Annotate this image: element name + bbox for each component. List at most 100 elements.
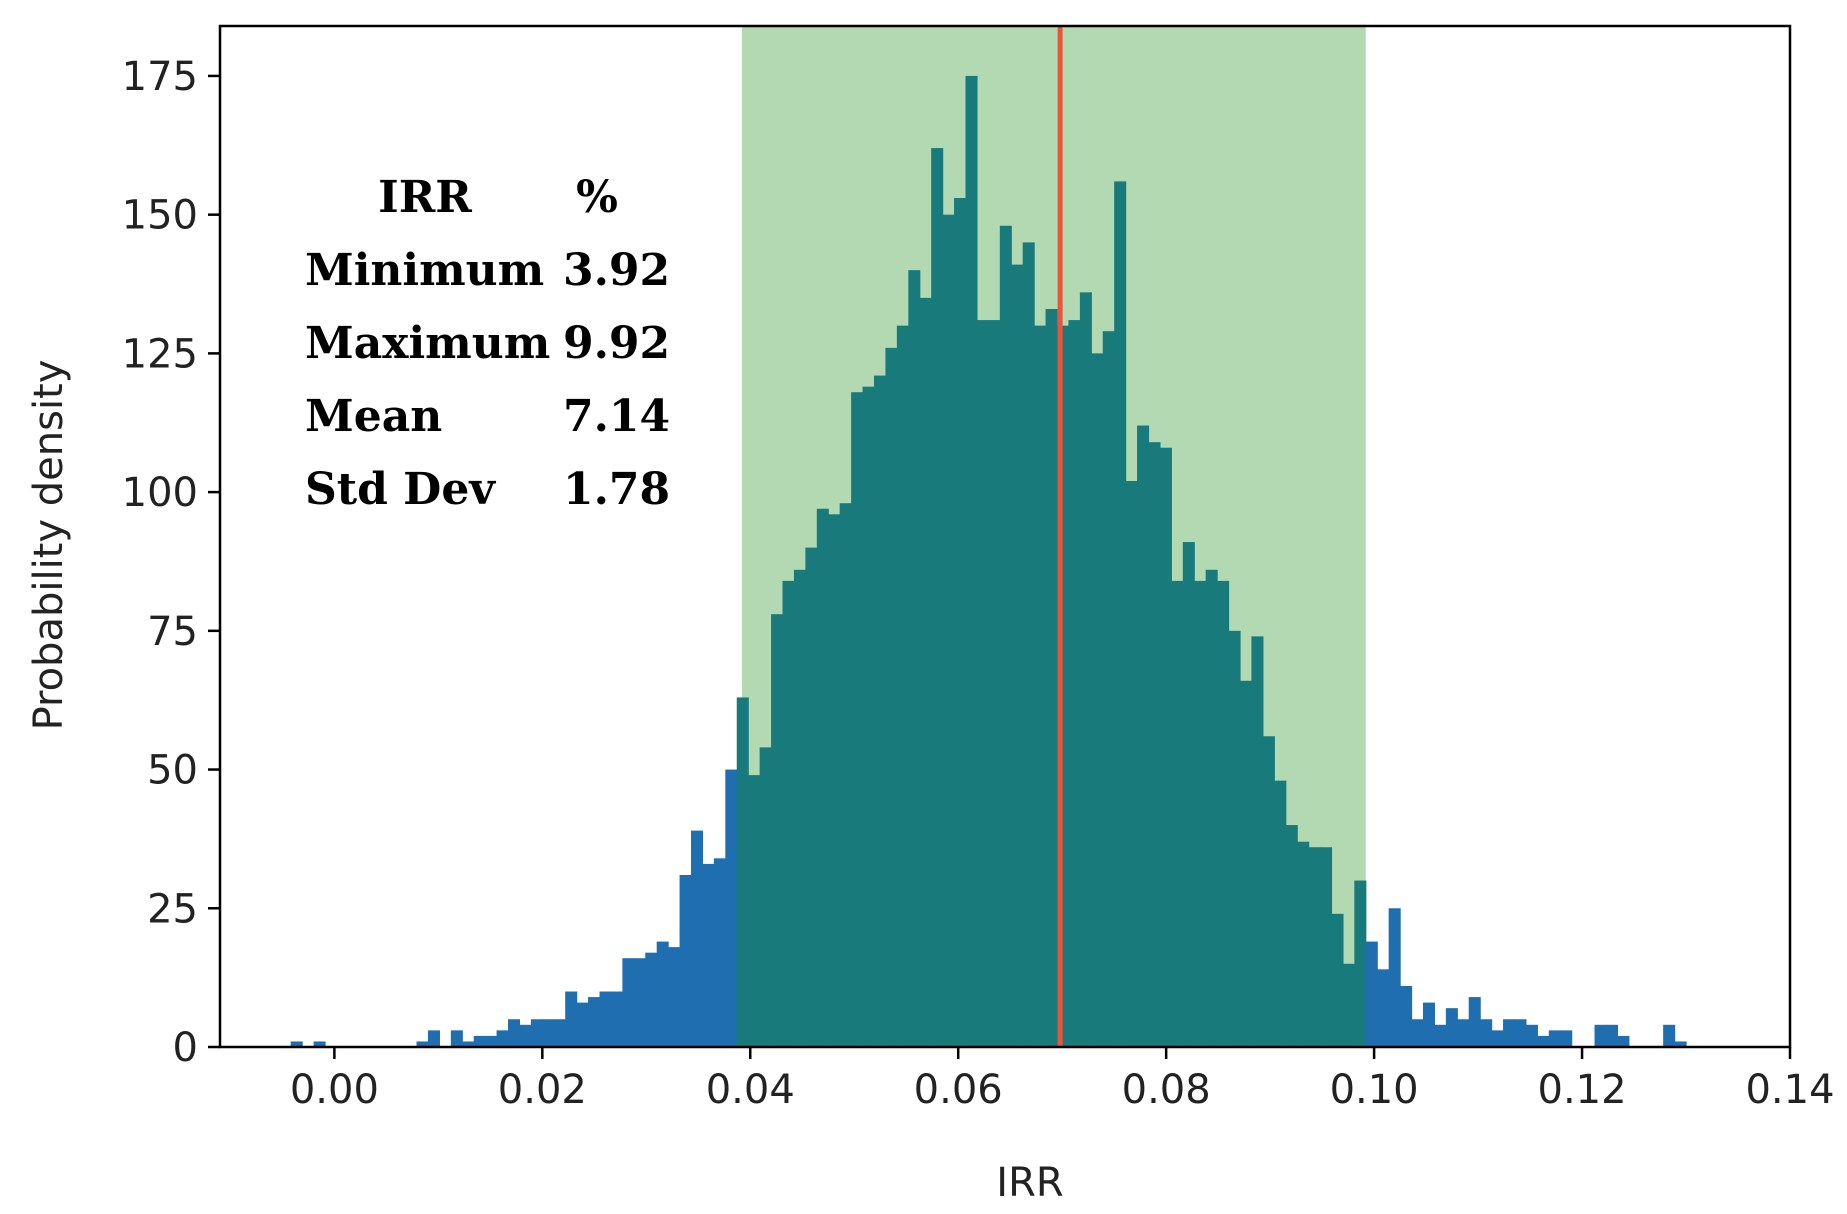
histogram-bar bbox=[748, 775, 761, 1047]
histogram-bar bbox=[1365, 941, 1378, 1047]
histogram-bar bbox=[1274, 780, 1287, 1047]
histogram-bar bbox=[599, 991, 612, 1047]
histogram-bar bbox=[1239, 680, 1253, 1047]
histogram-bar bbox=[839, 503, 852, 1047]
stats-label-minimum: Minimum bbox=[305, 245, 544, 296]
y-tick-label: 125 bbox=[122, 331, 198, 377]
stats-label-maximum: Maximum bbox=[305, 318, 550, 369]
histogram-bar bbox=[919, 297, 932, 1047]
histogram-bar bbox=[1491, 1030, 1504, 1047]
histogram-bar bbox=[908, 270, 921, 1047]
histogram-bar bbox=[588, 997, 601, 1047]
histogram-bar bbox=[1560, 1030, 1573, 1047]
histogram-bar bbox=[485, 1035, 498, 1047]
histogram-bar bbox=[1445, 1008, 1458, 1047]
histogram-bar bbox=[622, 958, 635, 1047]
histogram-bar bbox=[1503, 1019, 1516, 1047]
histogram-bar bbox=[1422, 1002, 1436, 1047]
x-axis-label: IRR bbox=[996, 1160, 1063, 1206]
histogram-bar bbox=[759, 747, 772, 1047]
histogram-bar bbox=[416, 1041, 429, 1047]
stats-table: IRR % Minimum 3.92 Maximum 9.92 Mean 7.1… bbox=[305, 172, 670, 515]
histogram-bar bbox=[1400, 985, 1413, 1047]
histogram-bar bbox=[1537, 1035, 1550, 1047]
histogram-bar bbox=[565, 991, 578, 1047]
histogram-bar bbox=[1091, 353, 1104, 1047]
x-tick-label: 0.02 bbox=[498, 1067, 587, 1113]
stats-label-std-dev: Std Dev bbox=[305, 464, 496, 515]
plot-frame bbox=[218, 24, 1792, 1049]
histogram-bar bbox=[736, 697, 749, 1047]
histogram-bar bbox=[1045, 308, 1058, 1047]
histogram-bar bbox=[542, 1019, 555, 1047]
histogram-bar bbox=[1548, 1030, 1561, 1047]
y-tick-label: 0 bbox=[173, 1025, 198, 1071]
histogram-bar bbox=[1285, 825, 1298, 1047]
histogram-bar bbox=[965, 75, 978, 1048]
y-tick-label: 150 bbox=[122, 193, 198, 239]
histogram-bar bbox=[771, 614, 784, 1047]
histogram-bar bbox=[691, 830, 704, 1047]
stats-value-mean: 7.14 bbox=[563, 391, 670, 442]
histogram-bar bbox=[290, 1041, 303, 1047]
histogram-bar bbox=[1217, 580, 1230, 1047]
histogram-bar bbox=[828, 514, 841, 1047]
histogram-bar bbox=[519, 1024, 532, 1047]
histogram-bar bbox=[1617, 1035, 1630, 1047]
histogram-bar bbox=[610, 991, 623, 1047]
y-tick-label: 175 bbox=[122, 54, 198, 100]
histogram-bar bbox=[1354, 880, 1367, 1047]
histogram-bar bbox=[896, 325, 909, 1047]
x-tick-label: 0.06 bbox=[914, 1067, 1003, 1113]
histogram-bar bbox=[645, 952, 658, 1047]
histogram-bar bbox=[1674, 1041, 1687, 1047]
histogram-bar bbox=[1388, 908, 1401, 1047]
histogram-bar bbox=[793, 569, 806, 1047]
histogram-bar bbox=[782, 580, 795, 1047]
histogram-bar bbox=[1605, 1024, 1619, 1047]
histogram-bar bbox=[553, 1019, 566, 1047]
histogram-bar bbox=[576, 1002, 589, 1047]
histogram-bar bbox=[679, 874, 692, 1047]
x-tick-label: 0.04 bbox=[706, 1067, 795, 1113]
x-tick-label: 0.08 bbox=[1122, 1067, 1211, 1113]
histogram-bar bbox=[450, 1030, 463, 1047]
histogram-bar bbox=[1034, 325, 1047, 1047]
histogram-bar bbox=[1468, 997, 1481, 1047]
histogram-bar bbox=[1068, 320, 1081, 1047]
histogram-bar bbox=[496, 1030, 509, 1047]
histogram-bar bbox=[1457, 1019, 1470, 1047]
stats-value-maximum: 9.92 bbox=[563, 318, 670, 369]
histogram-bar bbox=[1411, 1019, 1424, 1047]
y-tick-label: 50 bbox=[147, 748, 198, 794]
histogram-bar bbox=[713, 858, 726, 1047]
histogram-bar bbox=[462, 1041, 475, 1047]
histogram-bar bbox=[1594, 1024, 1607, 1047]
histogram-bar bbox=[1022, 242, 1035, 1048]
histogram-bar bbox=[656, 941, 669, 1047]
y-axis-label: Probability density bbox=[26, 360, 72, 731]
y-tick-label: 75 bbox=[147, 609, 198, 655]
histogram-bar bbox=[954, 198, 967, 1048]
histogram-bar bbox=[530, 1019, 543, 1047]
stats-value-minimum: 3.92 bbox=[563, 245, 670, 296]
histogram-bar bbox=[1331, 913, 1344, 1047]
histogram-bar bbox=[1205, 569, 1218, 1047]
histogram-bar bbox=[702, 863, 715, 1047]
histogram-bar bbox=[885, 347, 898, 1048]
x-tick-label: 0.12 bbox=[1538, 1067, 1627, 1113]
histogram-bar bbox=[1137, 425, 1150, 1047]
histogram-bar bbox=[942, 214, 955, 1048]
histogram-bar bbox=[862, 386, 875, 1048]
histogram-bar bbox=[1148, 442, 1161, 1048]
histogram-bar bbox=[1011, 264, 1024, 1047]
histogram-bar bbox=[1251, 636, 1264, 1047]
histogram-bar bbox=[1228, 630, 1241, 1047]
histogram-bar bbox=[1377, 969, 1390, 1047]
histogram-bar bbox=[931, 148, 944, 1048]
axes: 0.00 0.02 0.04 0.06 0.08 0.10 0.12 0.14 0 25 50 75 1… bbox=[122, 24, 1835, 1113]
histogram-bar bbox=[633, 958, 646, 1047]
y-tick-label: 25 bbox=[147, 886, 198, 932]
histogram-bar bbox=[1320, 847, 1333, 1047]
